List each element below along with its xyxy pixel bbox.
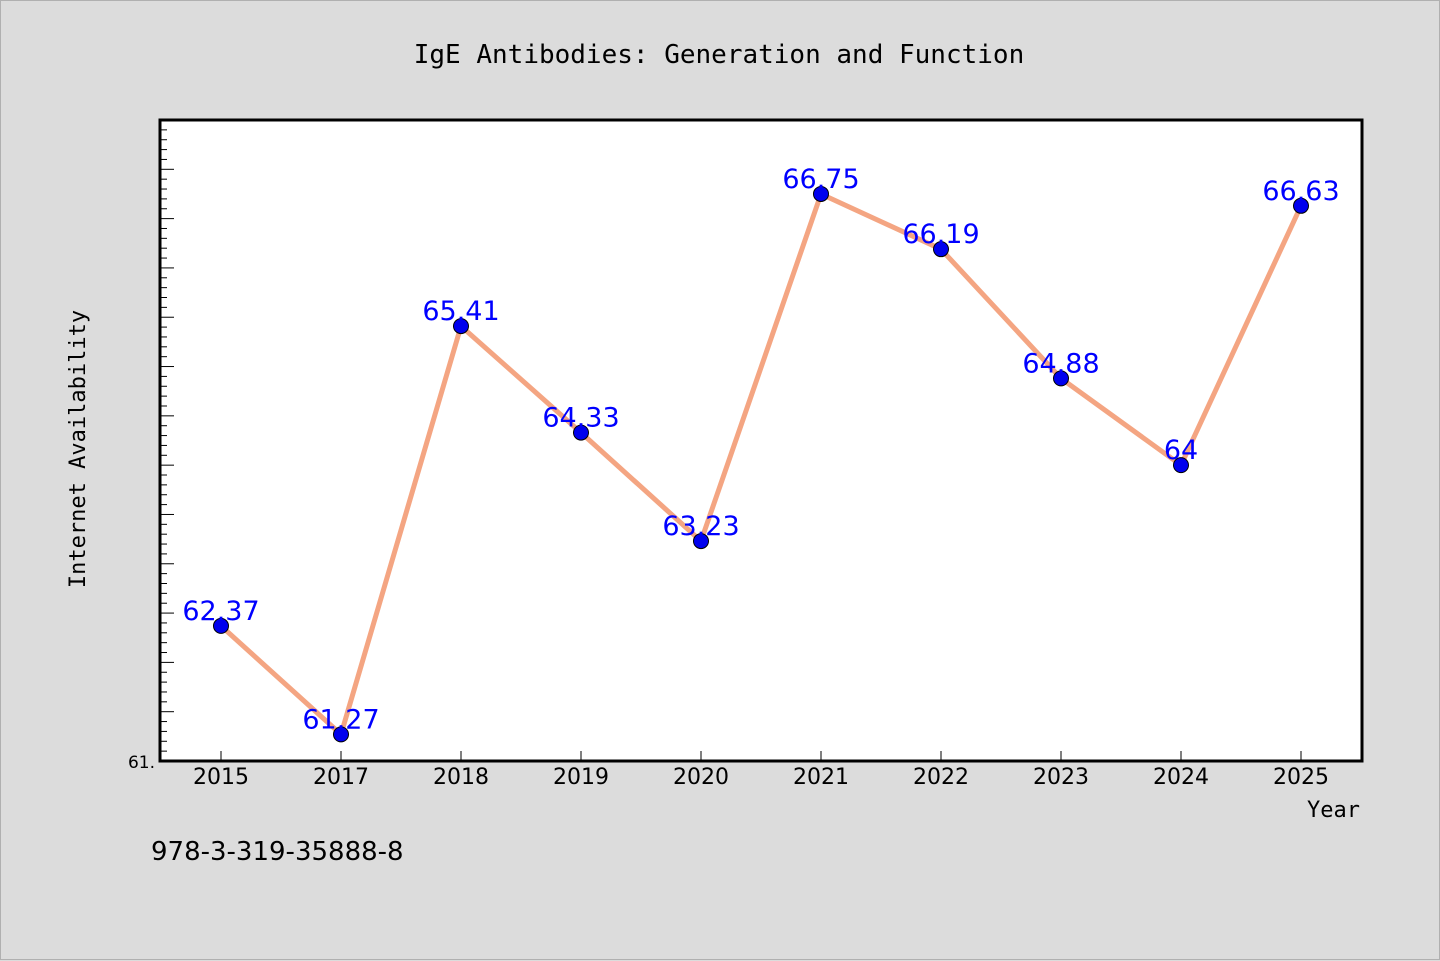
x-tick-label: 2022 <box>913 765 969 790</box>
data-point <box>1293 197 1309 214</box>
x-tick-label: 2015 <box>193 765 249 790</box>
x-tick-label: 2017 <box>313 765 369 790</box>
y-axis-label: Internet Availability <box>66 310 91 588</box>
data-label: 65.41 <box>422 296 499 327</box>
x-tick-label: 2025 <box>1273 765 1329 790</box>
y-tick-label: 61. <box>128 753 155 773</box>
data-label: 62.37 <box>182 596 259 627</box>
x-tick-labels: 2015 2017 2018 2019 2020 2021 2022 2023 2024 2025 <box>193 765 1329 790</box>
data-label: 64.88 <box>1022 348 1099 379</box>
data-label: 66.75 <box>782 164 859 195</box>
x-tick-label: 2020 <box>673 765 729 790</box>
data-point <box>213 617 229 634</box>
data-label: 63.23 <box>662 511 739 542</box>
x-tick-label: 2023 <box>1033 765 1089 790</box>
data-label: 66.63 <box>1262 176 1339 207</box>
series-line <box>219 191 1304 737</box>
chart-title: IgE Antibodies: Generation and Function <box>414 40 1024 70</box>
data-labels: 62.37 61.27 65.41 64.33 63.23 66.75 66.19 64.88… <box>182 164 1339 735</box>
y-axis-ticks <box>160 129 174 762</box>
x-axis-label: Year <box>1307 798 1360 823</box>
data-point <box>453 318 469 335</box>
data-point <box>1053 370 1069 387</box>
data-point <box>933 241 949 258</box>
data-label: 64 <box>1164 435 1198 466</box>
data-point <box>693 533 709 550</box>
data-markers <box>213 185 1309 743</box>
x-tick-label: 2024 <box>1153 765 1209 790</box>
data-label: 64.33 <box>542 403 619 434</box>
x-axis-ticks <box>220 751 1302 761</box>
x-tick-label: 2018 <box>433 765 489 790</box>
data-point <box>813 185 829 202</box>
data-point <box>333 726 349 743</box>
plot-area <box>158 118 1364 763</box>
data-label: 61.27 <box>302 704 379 735</box>
x-tick-label: 2021 <box>793 765 849 790</box>
isbn-text: 978-3-319-35888-8 <box>151 837 404 867</box>
data-point <box>573 424 589 441</box>
x-tick-label: 2019 <box>553 765 609 790</box>
data-point <box>1173 457 1189 474</box>
data-label: 66.19 <box>902 219 979 250</box>
